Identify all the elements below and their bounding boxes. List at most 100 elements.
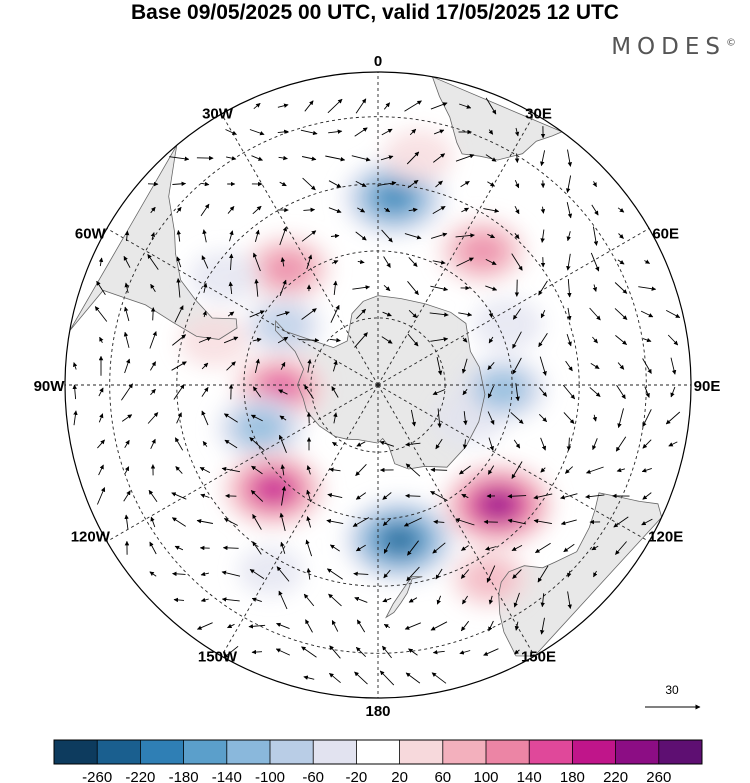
longitude-label: 90W xyxy=(34,378,66,395)
colorbar-swatch xyxy=(658,740,703,764)
coastline-australia xyxy=(498,492,663,657)
wind-arrow xyxy=(591,204,599,216)
coastline-new-zealand xyxy=(385,576,423,619)
wind-arrow xyxy=(73,410,78,426)
wind-arrow xyxy=(124,466,130,474)
wind-arrow xyxy=(381,128,393,136)
colorbar-tick-label: -20 xyxy=(346,769,368,783)
wind-arrow xyxy=(383,569,391,579)
map-boundary xyxy=(64,71,692,699)
wind-arrow xyxy=(201,181,210,187)
wind-arrow xyxy=(252,205,262,215)
wind-arrow xyxy=(201,362,209,370)
wind-arrow xyxy=(123,490,131,502)
wind-arrow xyxy=(511,545,523,551)
wind-arrow xyxy=(410,409,417,427)
wind-arrow xyxy=(301,308,317,320)
wind-arrow xyxy=(565,360,573,372)
wind-arrow xyxy=(409,128,417,136)
map-title: Base 09/05/2025 00 UTC, valid 17/05/2025… xyxy=(131,1,619,24)
wind-arrow xyxy=(328,207,342,213)
wind-arrow xyxy=(455,154,475,162)
wind-arrow xyxy=(483,648,499,656)
wind-arrow xyxy=(357,207,366,213)
wind-arrow xyxy=(540,593,545,608)
longitude-label: 180 xyxy=(365,703,390,720)
colorbar-tick-label: 20 xyxy=(391,769,408,783)
wind-arrow xyxy=(641,467,652,473)
wind-arrow xyxy=(383,102,391,110)
wind-arrow xyxy=(485,285,498,291)
colorbar-frame xyxy=(53,739,703,765)
colorbar-tick-label: 60 xyxy=(434,769,451,783)
wind-arrow xyxy=(665,411,681,425)
wind-arrow xyxy=(461,493,469,499)
wind-arrow xyxy=(176,278,181,298)
wind-arrow xyxy=(221,466,240,473)
wind-arrow xyxy=(463,411,468,426)
wind-arrow xyxy=(221,570,241,577)
wind-arrow xyxy=(403,517,422,527)
wind-arrow xyxy=(305,619,313,633)
wind-arrow xyxy=(330,304,340,323)
wind-arrow xyxy=(202,441,208,447)
wind-arrow xyxy=(171,517,186,527)
wind-arrow xyxy=(590,363,600,369)
wind-arrow xyxy=(124,514,129,530)
wind-arrow xyxy=(507,518,527,525)
wind-arrow xyxy=(329,467,341,473)
wind-arrow xyxy=(614,282,628,294)
wind-arrow xyxy=(617,259,625,265)
wind-arrow xyxy=(354,671,368,685)
wind-arrow xyxy=(566,437,572,451)
land-south-america xyxy=(69,145,237,340)
wind-arrow xyxy=(123,306,130,322)
wind-arrow xyxy=(514,649,520,655)
colorbar-tick-label: 180 xyxy=(560,769,585,783)
wind-arrow xyxy=(306,254,313,270)
wind-arrow xyxy=(357,259,365,265)
wind-arrow xyxy=(560,493,578,500)
wind-arrow xyxy=(123,331,130,348)
wind-arrow xyxy=(617,408,624,429)
wind-arrow xyxy=(301,646,317,658)
wind-arrow xyxy=(379,440,395,447)
anomaly-field xyxy=(178,129,555,609)
wind-arrow xyxy=(355,98,367,114)
wind-arrow xyxy=(174,437,184,451)
wind-arrow xyxy=(72,384,77,400)
wind-arrow xyxy=(97,439,105,449)
wind-arrow xyxy=(460,569,470,579)
wind-arrow xyxy=(98,413,104,423)
wind-arrow xyxy=(279,181,287,187)
wind-arrow xyxy=(149,571,157,577)
wind-arrow xyxy=(487,362,495,371)
wind-arrow xyxy=(228,281,234,295)
wind-arrow xyxy=(98,257,104,267)
wind-arrow xyxy=(224,439,238,449)
wind-arrow xyxy=(148,489,158,502)
longitude-label: 0 xyxy=(374,53,382,70)
wind-arrow xyxy=(537,565,549,583)
wind-arrow xyxy=(485,258,497,266)
wind-arrow xyxy=(405,672,421,684)
wind-arrow xyxy=(642,492,652,500)
wind-arrow xyxy=(124,358,131,374)
colorbar-swatch xyxy=(399,740,444,764)
wind-arrow xyxy=(432,260,446,265)
wind-arrow xyxy=(353,571,369,577)
wind-arrow xyxy=(279,226,287,246)
anomaly-blob-4 xyxy=(189,250,260,304)
longitude-label: 60W xyxy=(75,226,107,243)
wind-arrow xyxy=(331,386,339,398)
wind-arrow xyxy=(563,543,575,553)
wind-arrow xyxy=(560,519,577,526)
colorbar-tick-label: 220 xyxy=(603,769,628,783)
wind-arrow xyxy=(254,358,260,374)
wind-arrow xyxy=(429,312,449,317)
wind-arrow xyxy=(383,542,391,554)
wind-arrow xyxy=(565,175,572,193)
wind-arrow xyxy=(302,156,317,161)
wind-arrow xyxy=(249,437,265,451)
